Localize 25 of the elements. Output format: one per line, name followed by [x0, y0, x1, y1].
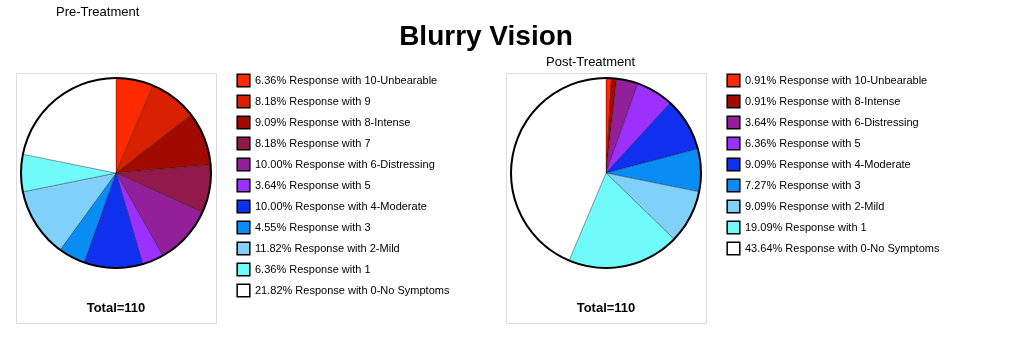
- legend-label: 6.36% Response with 10-Unbearable: [255, 73, 438, 86]
- text: Total=110: [576, 300, 636, 315]
- legend-label: 0.91% Response with 8-Intense: [745, 94, 901, 107]
- legend-label: 8.18% Response with 9: [255, 94, 371, 107]
- legend-label: 9.09% Response with 2-Mild: [745, 199, 885, 212]
- legend-label: 3.64% Response with 5: [255, 178, 371, 191]
- legend-label: 6.36% Response with 1: [255, 262, 371, 275]
- legend-label: 8.18% Response with 7: [255, 136, 371, 149]
- legend-label: 6.36% Response with 5: [745, 136, 861, 149]
- legend-label: 0.91% Response with 10-Unbearable: [745, 73, 928, 86]
- chart-subtitle: Pre-Treatment: [56, 4, 140, 19]
- legend-label: 9.09% Response with 4-Moderate: [745, 157, 911, 170]
- chart-subtitle: Post-Treatment: [546, 54, 636, 69]
- text: Total=110: [86, 300, 146, 315]
- legend-label: 9.09% Response with 8-Intense: [255, 115, 411, 128]
- legend-label: 4.55% Response with 3: [255, 220, 371, 233]
- legend-label: 3.64% Response with 6-Distressing: [745, 115, 919, 128]
- legend-label: 19.09% Response with 1: [745, 220, 867, 233]
- legend-label: 10.00% Response with 6-Distressing: [255, 157, 435, 170]
- legend-label: 7.27% Response with 3: [745, 178, 861, 191]
- legend-label: 43.64% Response with 0-No Symptoms: [745, 241, 940, 254]
- legend-label: 21.82% Response with 0-No Symptoms: [255, 283, 450, 296]
- legend-label: 10.00% Response with 4-Moderate: [255, 199, 427, 212]
- chart-title: Blurry Vision: [399, 20, 573, 51]
- legend-label: 11.82% Response with 2-Mild: [255, 241, 400, 254]
